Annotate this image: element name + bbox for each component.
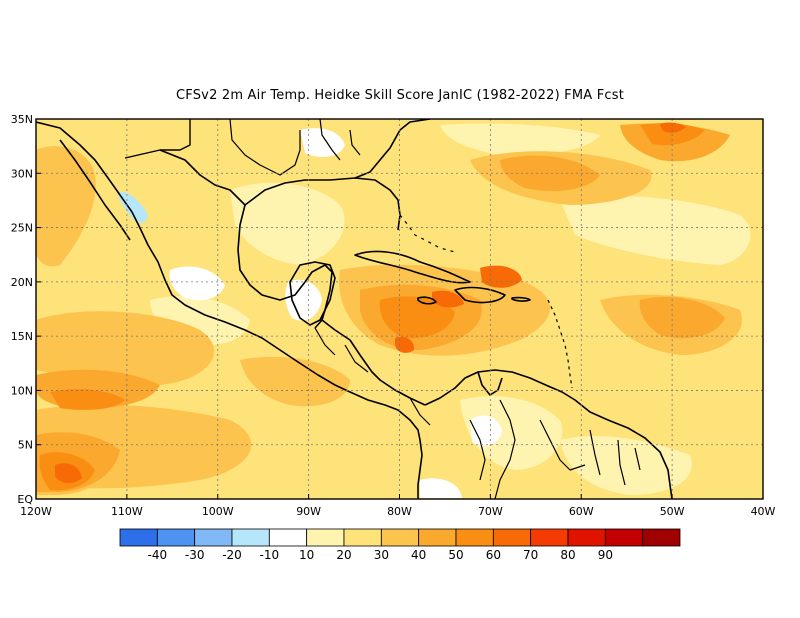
colorbar-swatch xyxy=(306,528,345,547)
colorbar-swatch xyxy=(530,528,569,547)
colorbar-label: 60 xyxy=(486,548,501,562)
colorbar-swatch xyxy=(642,528,681,547)
gridlines xyxy=(36,119,763,499)
white-zones xyxy=(169,128,502,498)
colorbar-label: 90 xyxy=(598,548,613,562)
lat-tick-label: 5N xyxy=(18,439,33,452)
skill-score-field xyxy=(36,119,763,499)
lon-tick-label: 110W xyxy=(111,505,143,518)
colorbar-label: -20 xyxy=(222,548,242,562)
colorbar-label: -10 xyxy=(260,548,280,562)
colorbar-swatch xyxy=(194,528,233,547)
lat-tick-label: 35N xyxy=(11,113,33,126)
lon-tick-label: 40W xyxy=(751,505,776,518)
colorbar-label: -40 xyxy=(148,548,168,562)
colorbar-label: 80 xyxy=(560,548,575,562)
lon-tick-label: 90W xyxy=(296,505,321,518)
lat-tick-label: 10N xyxy=(11,384,33,397)
lat-tick-label: 15N xyxy=(11,330,33,343)
colorbar: -40 -30 -20 -10 10 20 30 40 50 60 70 80 90 xyxy=(119,528,681,562)
colorbar-label: 10 xyxy=(299,548,314,562)
lon-tick-label: 80W xyxy=(387,505,412,518)
lat-tick-label: 20N xyxy=(11,276,33,289)
lon-tick-label: 70W xyxy=(478,505,503,518)
colorbar-label: 30 xyxy=(374,548,389,562)
colorbar-swatch xyxy=(492,528,532,547)
lat-tick-label: 25N xyxy=(11,222,33,235)
colorbar-swatch xyxy=(380,528,420,547)
colorbar-label: 50 xyxy=(448,548,463,562)
colorbar-swatch xyxy=(231,528,270,547)
coastlines xyxy=(36,119,673,499)
latitude-axis: 35N 30N 25N 20N 15N 10N 5N EQ xyxy=(11,113,41,506)
colorbar-label: 70 xyxy=(523,548,538,562)
colorbar-label: -30 xyxy=(185,548,205,562)
longitude-axis: 120W 110W 100W 90W 80W 70W 60W 50W 40W xyxy=(20,494,776,518)
colorbar-swatch xyxy=(604,528,644,547)
lat-tick-label: 30N xyxy=(11,167,33,180)
map-title: CFSv2 2m Air Temp. Heidke Skill Score Ja… xyxy=(176,88,624,103)
colorbar-swatch xyxy=(455,528,494,547)
colorbar-label: 20 xyxy=(336,548,351,562)
colorbar-swatch xyxy=(268,528,308,547)
colorbar-label: 40 xyxy=(411,548,426,562)
colorbar-swatch xyxy=(567,528,606,547)
colorbar-swatch xyxy=(418,528,457,547)
colorbar-swatch xyxy=(156,528,196,547)
lat-tick-label: EQ xyxy=(17,493,33,506)
colorbar-swatch xyxy=(119,528,158,547)
lon-tick-label: 50W xyxy=(660,505,685,518)
lon-tick-label: 60W xyxy=(569,505,594,518)
cyan-zone xyxy=(118,191,148,223)
colorbar-swatch xyxy=(343,528,382,547)
lon-tick-label: 120W xyxy=(20,505,52,518)
lon-tick-label: 100W xyxy=(202,505,234,518)
